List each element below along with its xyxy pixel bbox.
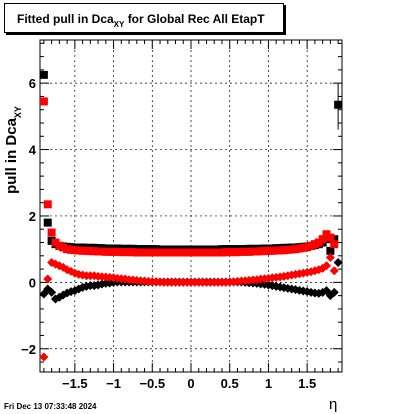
data-point-square — [39, 70, 48, 79]
data-point-square — [39, 97, 48, 106]
data-point-diamond — [43, 274, 53, 284]
chart-title: Fitted pull in DcaXY for Global Rec All … — [17, 12, 265, 29]
x-tick-label: 1.5 — [298, 376, 316, 391]
data-point-square — [47, 228, 56, 237]
data-point-square — [330, 240, 339, 249]
x-tick-label: 0 — [187, 376, 194, 391]
x-tick-label: −1 — [106, 376, 121, 391]
x-tick-label: 0.5 — [221, 376, 239, 391]
data-point-diamond — [47, 287, 57, 297]
x-tick-label: 1 — [265, 376, 272, 391]
x-axis-label: η — [329, 396, 338, 413]
x-tick-label: −1.5 — [62, 376, 88, 391]
y-tick-label: 2 — [29, 209, 36, 224]
data-point-square — [43, 218, 52, 227]
y-tick-label: 6 — [29, 76, 36, 91]
y-tick-label: 0 — [29, 275, 36, 290]
chart-title-main: Fitted pull in Dca — [17, 12, 114, 26]
y-tick-label: −2 — [21, 342, 36, 357]
data-point-square — [43, 200, 52, 209]
data-point-diamond — [325, 252, 335, 262]
data-point-diamond — [329, 266, 339, 276]
datestamp: Fri Dec 13 07:33:48 2024 — [4, 402, 97, 411]
data-point-diamond — [39, 352, 49, 362]
chart-title-rest: for Global Rec All EtapT — [127, 12, 265, 26]
data-point-square — [326, 246, 335, 255]
y-tick-label: 4 — [29, 143, 37, 158]
data-point-diamond — [329, 287, 339, 297]
x-tick-label: −0.5 — [139, 376, 165, 391]
chart-title-subscript: XY — [113, 20, 125, 29]
data-point-square — [326, 233, 335, 242]
data-point-square — [318, 235, 327, 244]
data-point-diamond — [333, 257, 343, 267]
chart-title-box: Fitted pull in DcaXY for Global Rec All … — [4, 3, 284, 33]
data-point-diamond — [322, 261, 332, 271]
